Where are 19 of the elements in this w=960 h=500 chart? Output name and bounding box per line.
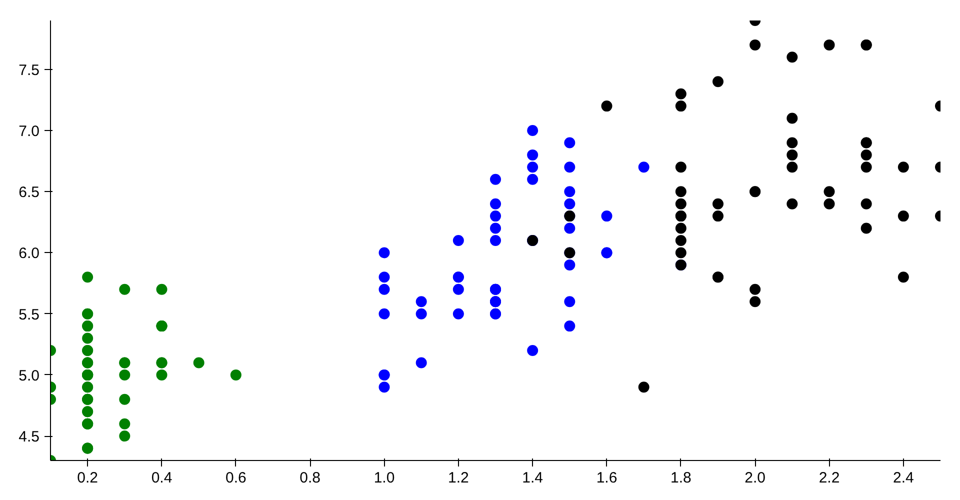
y-tick-label: 7.0 [18, 123, 40, 140]
y-tick-label: 6.0 [18, 245, 40, 262]
y-tick-label: 5.5 [18, 306, 40, 324]
x-tick-label: 2.2 [818, 470, 840, 486]
x-tick-label: 1.8 [670, 470, 692, 486]
y-tick-label: 7.5 [18, 62, 40, 79]
x-tick-label: 1.0 [374, 470, 395, 486]
x-tick-label: 2.0 [744, 470, 766, 486]
x-tick-label: 1.6 [596, 470, 618, 486]
x-tick-label: 0.8 [300, 470, 321, 486]
y-tick-label: 4.5 [18, 428, 40, 446]
x-tick-label: 0.6 [225, 470, 246, 486]
x-tick-label: 0.4 [151, 470, 172, 486]
x-tick-label: 1.2 [448, 470, 469, 486]
x-tick-label: 1.4 [522, 470, 544, 486]
y-tick-label: 6.5 [18, 184, 40, 202]
y-tick-label: 5.0 [18, 367, 40, 384]
x-tick-label: 0.2 [77, 470, 98, 486]
x-tick-label: 2.4 [892, 470, 914, 486]
